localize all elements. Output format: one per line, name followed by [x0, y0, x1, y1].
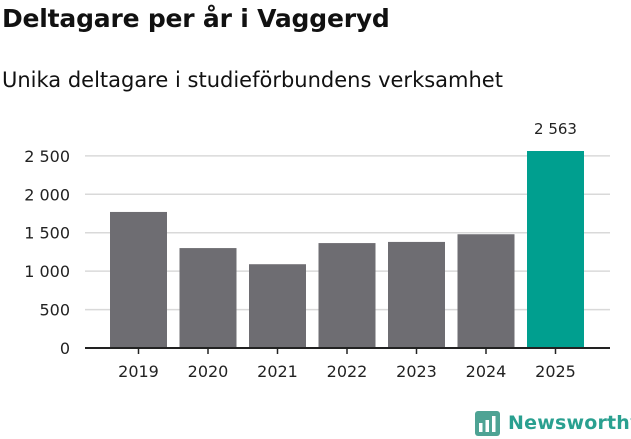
y-tick-label: 2 000 — [24, 185, 70, 204]
y-tick-label: 1 000 — [24, 262, 70, 281]
y-tick-label: 0 — [60, 339, 70, 358]
y-tick-label: 2 500 — [24, 147, 70, 166]
bar-2025 — [527, 151, 584, 348]
brand-name: Newsworthy — [508, 412, 631, 434]
bar-2023 — [388, 241, 445, 348]
bar-2020 — [179, 248, 237, 348]
x-tick-label: 2021 — [257, 362, 298, 381]
x-tick-label: 2020 — [188, 362, 229, 381]
x-tick-label: 2022 — [327, 362, 368, 381]
y-tick-label: 500 — [39, 301, 70, 320]
y-tick-label: 1 500 — [24, 224, 70, 243]
bar-2019 — [110, 211, 167, 348]
x-tick-label: 2024 — [466, 362, 507, 381]
bars — [110, 151, 584, 348]
newsworthy-logo: Newsworthy — [475, 408, 631, 438]
x-tick-label: 2019 — [118, 362, 159, 381]
chart-subtitle: Unika deltagare i studieförbundens verks… — [2, 68, 503, 92]
chart-title: Deltagare per år i Vaggeryd — [2, 4, 390, 33]
x-tick-label: 2023 — [396, 362, 437, 381]
bar-2021 — [249, 264, 306, 348]
bar-2024 — [457, 234, 515, 348]
bar-2022 — [318, 243, 376, 348]
x-tick-label: 2025 — [535, 362, 576, 381]
axes — [85, 347, 610, 354]
data-label: 2 563 — [534, 120, 577, 138]
newsworthy-logo-icon — [475, 410, 500, 436]
labels: 0 500 1 000 1 500 2 000 2 500 2019 2020 2021 2022… — [24, 120, 577, 381]
